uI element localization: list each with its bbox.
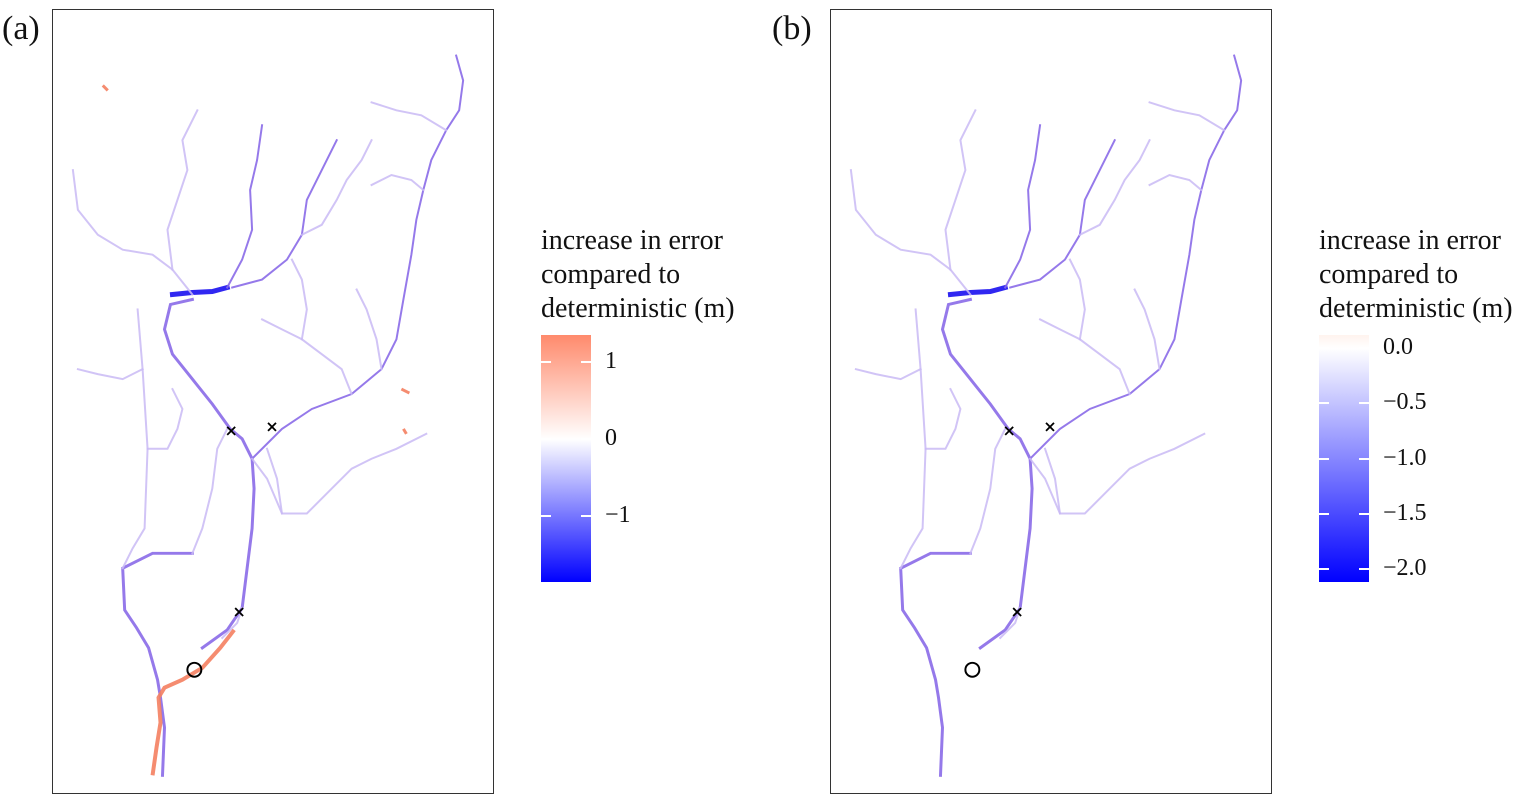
river-network-map-b xyxy=(849,54,1243,777)
panel-label-a: (a) xyxy=(2,10,40,47)
river-segment xyxy=(1008,138,1117,289)
river-segment xyxy=(1078,138,1151,237)
location-circle-marker xyxy=(964,661,981,678)
river-segment xyxy=(899,551,972,777)
map-panel-a xyxy=(52,9,494,794)
river-segment xyxy=(940,297,1034,650)
river-segment xyxy=(260,318,353,396)
legend-tick-label: −2.0 xyxy=(1383,554,1427,581)
river-segment xyxy=(854,367,922,381)
legend-tick-mark xyxy=(1359,402,1369,405)
river-segment xyxy=(1133,288,1161,371)
river-segment xyxy=(1028,54,1243,461)
legend-title-line: deterministic (m) xyxy=(541,293,735,324)
river-segment xyxy=(947,284,1009,298)
river-segment xyxy=(370,173,425,192)
river-segment xyxy=(290,258,308,341)
legend-tick-mark xyxy=(1359,567,1369,570)
river-segment xyxy=(899,308,927,570)
legend-colorbar-a xyxy=(541,335,591,582)
legend-title-line: compared to xyxy=(541,259,681,290)
legend-tick-label: −1.0 xyxy=(1383,444,1427,471)
river-segment xyxy=(1003,124,1042,289)
river-segment xyxy=(300,138,373,237)
legend-title-b: increase in error compared to determinis… xyxy=(1319,224,1513,326)
legend-tick-label: 1 xyxy=(605,348,617,375)
map-panel-b xyxy=(830,9,1272,794)
legend-tick-mark xyxy=(581,515,591,518)
river-segment xyxy=(849,168,972,296)
legend-tick-label: −1 xyxy=(605,502,631,529)
river-segment xyxy=(1148,173,1203,192)
river-segment xyxy=(225,124,264,289)
location-x-marker xyxy=(1012,607,1022,617)
legend-tick-mark xyxy=(541,438,551,441)
river-segment xyxy=(1068,258,1086,341)
legend-title-line: deterministic (m) xyxy=(1319,293,1513,324)
legend-tick-mark xyxy=(581,361,591,364)
river-segment xyxy=(76,367,144,381)
location-x-marker xyxy=(267,422,277,432)
river-segment xyxy=(370,101,448,132)
location-x-marker xyxy=(1045,422,1055,432)
river-segment xyxy=(250,54,465,461)
legend-tick-mark xyxy=(1359,457,1369,460)
location-circle-marker xyxy=(186,661,203,678)
legend-title-line: increase in error xyxy=(1319,225,1501,256)
legend-tick-mark xyxy=(1319,402,1329,405)
river-segment xyxy=(71,168,194,296)
river-segment xyxy=(1043,447,1062,515)
river-segment xyxy=(121,551,194,777)
river-network-map-a xyxy=(71,54,465,777)
legend-tick-label: −0.5 xyxy=(1383,389,1427,416)
panel-label-b: (b) xyxy=(772,10,812,47)
river-segment-positive xyxy=(150,628,236,776)
location-x-marker xyxy=(226,426,236,436)
location-x-marker xyxy=(234,607,244,617)
river-segment xyxy=(121,308,149,570)
river-segment-positive xyxy=(101,84,109,92)
legend-tick-mark xyxy=(1319,457,1329,460)
river-segment xyxy=(146,387,184,450)
river-segment xyxy=(1148,101,1226,132)
legend-tick-mark xyxy=(1319,512,1329,515)
legend-title-a: increase in error compared to determinis… xyxy=(541,224,735,326)
river-segment xyxy=(1028,432,1206,515)
legend-tick-mark xyxy=(581,438,591,441)
legend-tick-mark xyxy=(541,361,551,364)
legend-tick-mark xyxy=(1359,512,1369,515)
legend-tick-mark xyxy=(1319,347,1329,350)
river-segment xyxy=(944,108,977,271)
river-segment xyxy=(191,427,229,555)
river-segment xyxy=(250,432,428,515)
legend-title-line: compared to xyxy=(1319,259,1459,290)
legend-tick-label: 0.0 xyxy=(1383,334,1413,361)
river-segment xyxy=(924,387,962,450)
river-segment xyxy=(169,284,231,298)
legend-tick-label: 0 xyxy=(605,425,617,452)
river-segment xyxy=(265,447,284,515)
river-segment xyxy=(1038,318,1131,396)
legend-tick-label: −1.5 xyxy=(1383,499,1427,526)
legend-tick-mark xyxy=(1319,567,1329,570)
legend-tick-mark xyxy=(541,515,551,518)
river-segment-positive xyxy=(400,387,411,395)
legend-title-line: increase in error xyxy=(541,225,723,256)
legend-tick-mark xyxy=(1359,347,1369,350)
river-segment xyxy=(969,427,1007,555)
location-x-marker xyxy=(1004,426,1014,436)
river-segment xyxy=(355,288,383,371)
river-segment xyxy=(166,108,199,271)
river-segment xyxy=(162,297,256,650)
river-segment-positive xyxy=(402,428,408,435)
river-segment xyxy=(230,138,339,289)
